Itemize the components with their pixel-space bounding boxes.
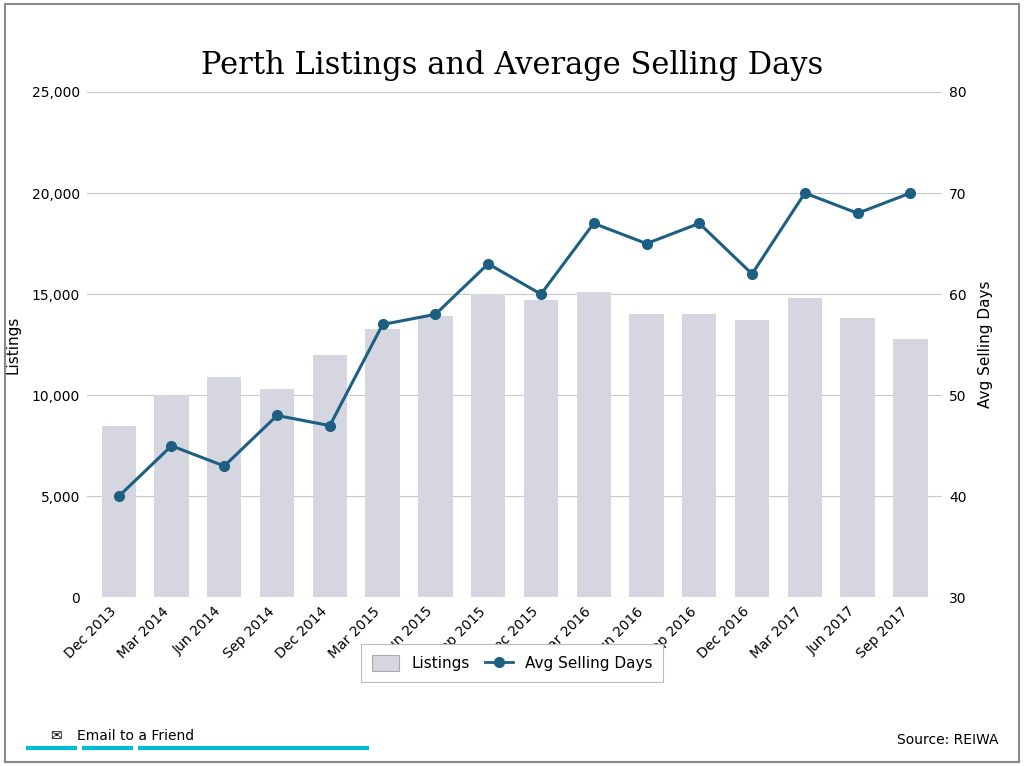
Bar <box>260 389 294 597</box>
Bar <box>577 292 611 597</box>
Bar <box>366 329 399 597</box>
Bar <box>471 294 505 597</box>
Bar <box>101 426 136 597</box>
Text: Email to a Friend: Email to a Friend <box>77 729 194 743</box>
Bar <box>207 377 242 597</box>
Bar <box>312 355 347 597</box>
Text: Source: REIWA: Source: REIWA <box>897 733 998 747</box>
Bar <box>630 314 664 597</box>
Y-axis label: Avg Selling Days: Avg Selling Days <box>978 281 992 408</box>
Text: Perth Listings and Average Selling Days: Perth Listings and Average Selling Days <box>201 50 823 80</box>
Bar <box>155 395 188 597</box>
Bar <box>787 298 822 597</box>
Bar <box>682 314 717 597</box>
Y-axis label: Listings: Listings <box>6 316 20 374</box>
Text: ✉: ✉ <box>50 729 62 743</box>
Bar <box>524 300 558 597</box>
Bar <box>893 339 928 597</box>
Legend: Listings, Avg Selling Days: Listings, Avg Selling Days <box>361 644 663 682</box>
Bar <box>418 316 453 597</box>
Bar <box>841 319 874 597</box>
Bar <box>735 320 769 597</box>
